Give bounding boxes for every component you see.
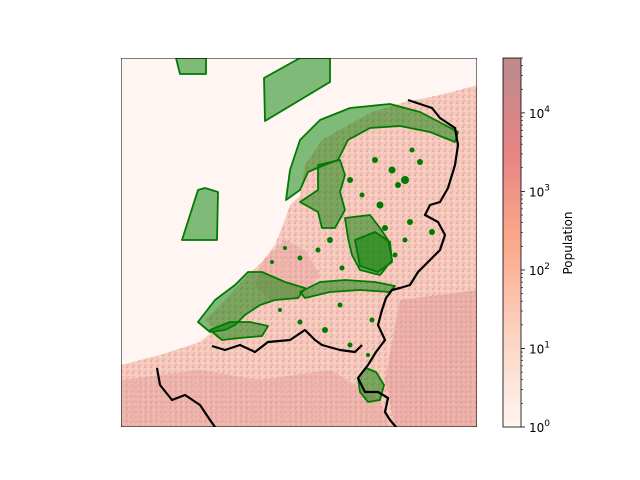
protected-patches (270, 147, 435, 357)
protected-areas (175, 58, 459, 403)
land-north-east-coast (440, 88, 477, 160)
colorbar-tick-label: 103 (529, 183, 550, 199)
map-area (121, 58, 477, 427)
colorbar: 100 101 102 103 104 Population (502, 57, 575, 435)
national-border-belgium-france (155, 367, 216, 427)
national-border-south (211, 328, 363, 354)
colorbar-ticks: 100 101 102 103 104 (521, 57, 550, 435)
colorbar-tick-label: 101 (529, 340, 550, 356)
protected-area-zeeland-south (209, 321, 269, 341)
colorbar-tick-label: 104 (529, 105, 550, 121)
land-east-dense (385, 290, 477, 427)
protected-area-veluwe (354, 231, 393, 273)
colorbar-tick-label: 102 (529, 262, 550, 278)
colorbar-tick-label: 100 (529, 419, 550, 435)
national-border (356, 98, 460, 427)
colorbar-label: Population (561, 211, 575, 274)
land-south-dense (121, 370, 390, 427)
protected-area-northsea-west (181, 187, 219, 241)
protected-area-northsea-top (175, 58, 207, 75)
protected-area-ijsselmeer (299, 159, 346, 229)
protected-area-maas (357, 367, 385, 403)
colorbar-gradient (502, 57, 522, 428)
protected-area-northsea-northeast (263, 58, 331, 122)
